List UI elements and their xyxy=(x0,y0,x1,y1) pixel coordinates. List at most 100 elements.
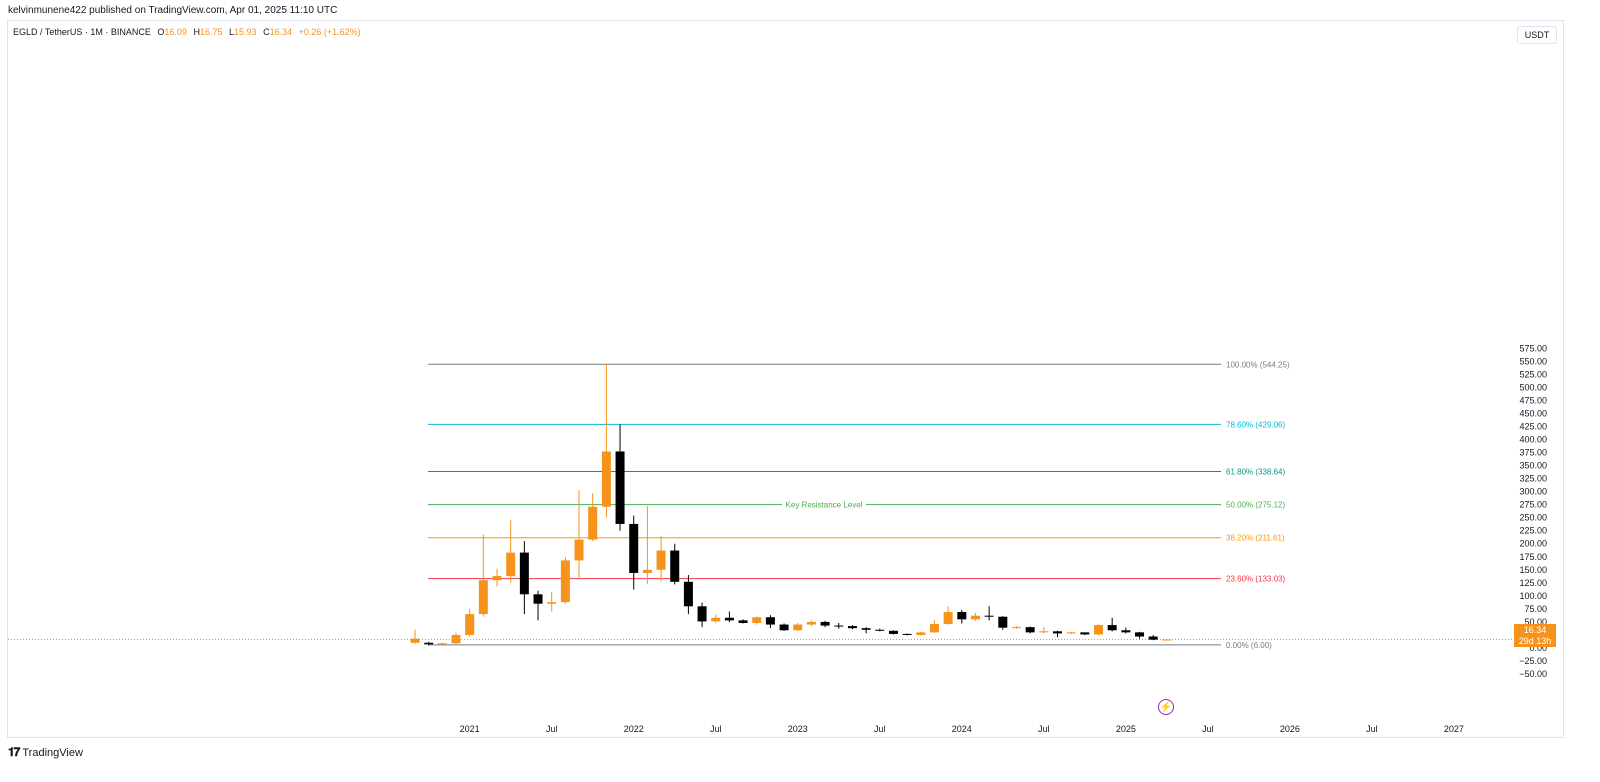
candle-body xyxy=(574,539,584,561)
candle-body xyxy=(1135,632,1145,637)
candle-body xyxy=(1052,631,1062,634)
candle-body xyxy=(697,606,707,622)
symbol-title[interactable]: EGLD / TetherUS · 1M · BINANCE xyxy=(13,27,151,37)
bar-countdown: 29d 13h xyxy=(1518,636,1552,646)
candle-body xyxy=(738,620,748,623)
candle-body xyxy=(765,617,775,625)
candle-body xyxy=(998,616,1008,628)
fib-level-label: 78.60% (429.06) xyxy=(1226,420,1285,429)
x-tick-label: 2023 xyxy=(788,724,808,734)
brand-name: TradingView xyxy=(22,746,83,759)
currency-button[interactable]: USDT xyxy=(1517,26,1557,44)
candle-body xyxy=(1162,639,1172,641)
x-tick-label: 2024 xyxy=(952,724,972,734)
candle-body xyxy=(1011,627,1021,629)
y-tick-label: 250.00 xyxy=(1519,513,1547,523)
x-tick-label: Jul xyxy=(710,724,722,734)
candle-body xyxy=(970,615,980,620)
candle-body xyxy=(1121,630,1131,633)
published-info: kelvinmunene422 published on TradingView… xyxy=(8,5,338,16)
candle-body xyxy=(711,617,721,622)
candle-body xyxy=(601,451,611,507)
x-tick-label: 2025 xyxy=(1116,724,1136,734)
y-tick-label: 350.00 xyxy=(1519,461,1547,471)
candle-body xyxy=(916,632,926,635)
y-tick-label: 300.00 xyxy=(1519,487,1547,497)
y-tick-label: 275.00 xyxy=(1519,500,1547,510)
candle-body xyxy=(847,626,857,629)
y-tick-label: 100.00 xyxy=(1519,591,1547,601)
fib-level-label: 23.60% (133.03) xyxy=(1226,575,1285,584)
candle-body xyxy=(451,634,461,644)
y-tick-label: 525.00 xyxy=(1519,369,1547,379)
candle-body xyxy=(1148,636,1158,640)
candle-body xyxy=(793,624,803,631)
candle-body xyxy=(943,612,953,625)
open-label: O xyxy=(157,27,165,37)
x-tick-label: 2027 xyxy=(1444,724,1464,734)
fib-level-label: 38.20% (211.61) xyxy=(1226,534,1285,543)
candle-body xyxy=(1080,632,1090,635)
candle-body xyxy=(929,624,939,633)
candle-body xyxy=(519,552,529,595)
y-tick-label: 225.00 xyxy=(1519,526,1547,536)
lightning-icon[interactable]: ⚡ xyxy=(1158,699,1174,715)
y-tick-label: 550.00 xyxy=(1519,356,1547,366)
fib-level-label: 50.00% (275.12) xyxy=(1226,501,1285,510)
candle-body xyxy=(806,621,816,625)
y-tick-label: 575.00 xyxy=(1519,343,1547,353)
y-tick-label: 425.00 xyxy=(1519,421,1547,431)
candle-body xyxy=(683,581,693,607)
x-tick-label: Jul xyxy=(546,724,558,734)
candle-body xyxy=(656,550,666,570)
candle-body xyxy=(424,642,434,645)
candle-body xyxy=(834,625,844,627)
y-tick-label: 475.00 xyxy=(1519,395,1547,405)
chart-frame xyxy=(7,20,1564,738)
y-tick-label: 75.00 xyxy=(1524,604,1547,614)
candle-body xyxy=(615,451,625,524)
candle-body xyxy=(533,594,543,604)
y-tick-label: 150.00 xyxy=(1519,565,1547,575)
fib-level-label: 100.00% (544.25) xyxy=(1226,360,1290,369)
y-tick-label: 50.00 xyxy=(1524,617,1547,627)
candle-body xyxy=(437,643,447,645)
candle-body xyxy=(984,615,994,617)
candle-body xyxy=(902,633,912,635)
candle-body xyxy=(779,624,789,631)
close-value: 16.34 xyxy=(269,27,293,37)
x-tick-label: 2021 xyxy=(460,724,480,734)
candle-body xyxy=(861,628,871,630)
candle-body xyxy=(1025,627,1035,633)
candle-body xyxy=(820,621,830,626)
candle-body xyxy=(560,560,570,603)
x-tick-label: Jul xyxy=(1202,724,1214,734)
y-tick-label: 375.00 xyxy=(1519,448,1547,458)
candle-body xyxy=(465,614,475,635)
symbol-legend: EGLD / TetherUS · 1M · BINANCE O16.09 H1… xyxy=(13,27,361,37)
x-tick-label: 2022 xyxy=(624,724,644,734)
y-tick-label: 125.00 xyxy=(1519,578,1547,588)
fib-level-label: 0.00% (6.00) xyxy=(1226,641,1272,650)
y-tick-label: 500.00 xyxy=(1519,382,1547,392)
tradingview-logo-icon: 𝟏𝟕 xyxy=(8,745,20,759)
y-tick-label: −25.00 xyxy=(1519,656,1547,666)
candle-body xyxy=(1107,625,1117,631)
candle-body xyxy=(724,617,734,621)
candle-body xyxy=(410,638,420,643)
low-value: 15.93 xyxy=(234,27,257,37)
x-tick-label: Jul xyxy=(1038,724,1050,734)
tradingview-logo[interactable]: 𝟏𝟕 TradingView xyxy=(8,745,83,760)
x-tick-label: Jul xyxy=(1366,724,1378,734)
candle-body xyxy=(492,576,502,581)
candle-body xyxy=(1066,632,1076,634)
open-value: 16.09 xyxy=(164,27,187,37)
y-tick-label: −50.00 xyxy=(1519,669,1547,679)
y-tick-label: 200.00 xyxy=(1519,539,1547,549)
high-label: H xyxy=(193,27,200,37)
fib-level-label: 61.80% (338.64) xyxy=(1226,467,1285,476)
low-label: L xyxy=(229,27,235,37)
y-tick-label: 325.00 xyxy=(1519,474,1547,484)
high-value: 16.75 xyxy=(199,27,223,37)
